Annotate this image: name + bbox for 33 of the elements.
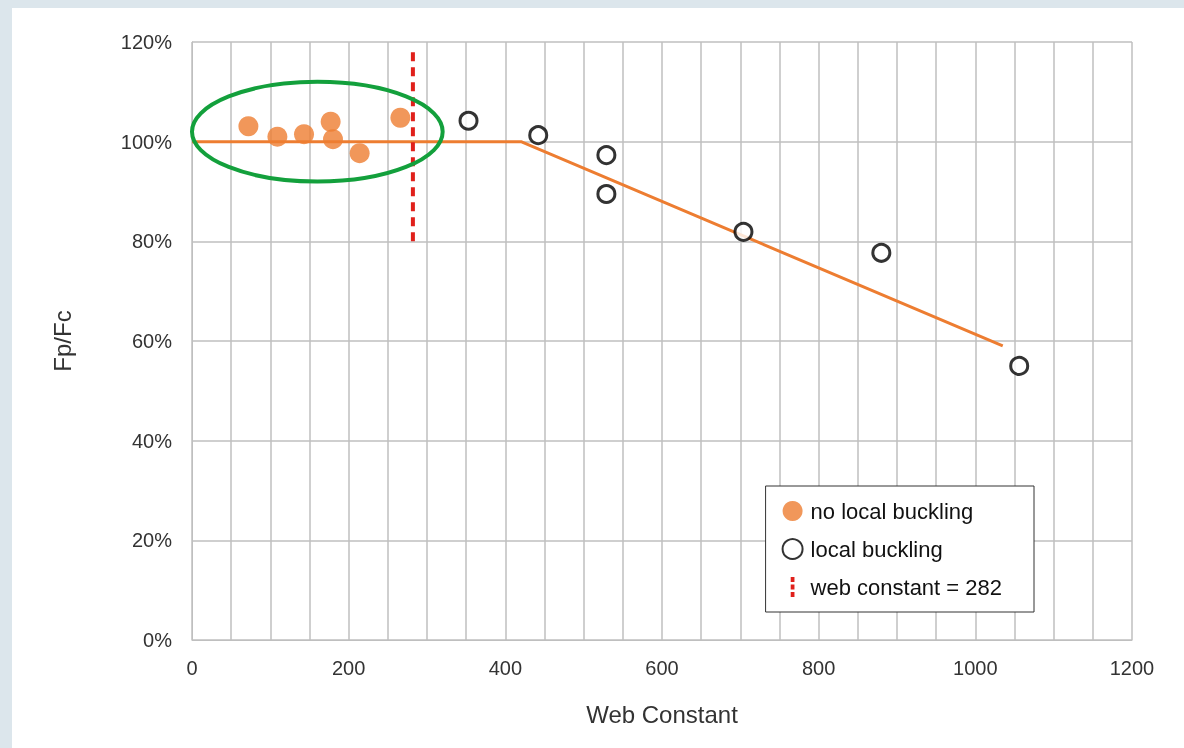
x-tick-label: 0	[186, 657, 198, 679]
point	[294, 124, 315, 145]
y-tick-label: 120%	[120, 31, 173, 53]
x-tick-label: 1200	[1109, 657, 1155, 679]
y-tick-label: 60%	[131, 330, 173, 352]
x-tick-label: 800	[801, 657, 836, 679]
point	[733, 221, 754, 242]
point	[596, 184, 617, 204]
point	[267, 126, 288, 147]
point	[320, 111, 341, 132]
point	[238, 116, 259, 137]
point	[390, 107, 411, 128]
point	[596, 145, 617, 166]
legend-label: no local buckling	[810, 498, 974, 524]
y-tick-label: 0%	[143, 629, 173, 651]
x-tick-label: 400	[488, 657, 523, 679]
legend-label: web constant = 282	[809, 574, 1003, 600]
point	[871, 242, 892, 263]
point	[458, 110, 479, 131]
y-tick-label: 80%	[131, 230, 173, 253]
y-tick-label: 100%	[120, 130, 173, 153]
legend-label: local buckling	[810, 536, 943, 562]
y-tick-label: 20%	[131, 529, 173, 552]
y-tick-label: 40%	[131, 429, 173, 452]
x-tick-label: 600	[645, 657, 679, 679]
point	[1009, 355, 1030, 376]
point	[323, 129, 343, 150]
point	[528, 125, 549, 146]
x-axis-title: Web Constant	[586, 700, 739, 728]
y-axis-title: Fp/Fc	[48, 310, 76, 372]
x-tick-label: 200	[331, 657, 366, 679]
x-tick-label: 1000	[953, 657, 998, 679]
point	[349, 143, 370, 164]
